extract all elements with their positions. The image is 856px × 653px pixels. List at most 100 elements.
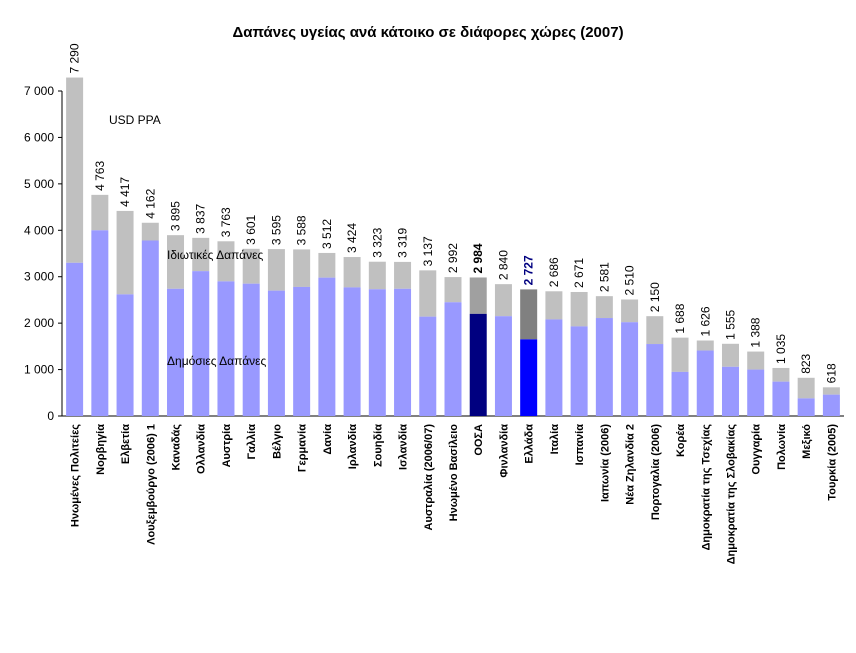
bar-private bbox=[141, 222, 159, 241]
bar-public bbox=[167, 288, 185, 416]
bar-public bbox=[318, 277, 336, 416]
value-label: 3 588 bbox=[295, 215, 309, 245]
bar-public bbox=[293, 286, 311, 416]
unit-label: USD PPA bbox=[109, 113, 161, 127]
bar-public bbox=[444, 302, 462, 416]
bar-public bbox=[772, 381, 790, 416]
bar-private bbox=[293, 249, 311, 287]
private-spending-annotation: Ιδιωτικές Δαπάνες bbox=[167, 248, 263, 262]
bar-public bbox=[696, 350, 714, 416]
bar-public bbox=[494, 316, 512, 416]
value-label: 3 595 bbox=[269, 215, 283, 245]
bar-private bbox=[116, 210, 134, 295]
category-label: Πολωνία bbox=[776, 424, 788, 470]
value-label: 3 323 bbox=[370, 227, 384, 257]
category-labels-group: Ηνωμένες Πολιτείες Νορβηγία Ελβετία Λουξεμβ… bbox=[70, 424, 839, 565]
bar-public bbox=[343, 287, 361, 416]
category-label: Καναδάς bbox=[171, 424, 183, 471]
value-label: 2 840 bbox=[496, 250, 510, 280]
value-label: 7 290 bbox=[68, 43, 82, 73]
bar-private bbox=[192, 237, 210, 272]
category-label: Δανία bbox=[322, 424, 334, 455]
category-label: Τουρκία (2005) bbox=[826, 424, 838, 501]
category-label: Ιρλανδία bbox=[347, 424, 359, 469]
bar-private bbox=[242, 248, 260, 284]
category-label: Μεξικό bbox=[801, 424, 813, 459]
category-label: Πορτογαλία (2006) bbox=[650, 424, 662, 520]
value-labels-group: 7 290 4 763 4 417 4 162 3 895 3 837 3 763 3 601… bbox=[68, 43, 839, 383]
category-label: Σουηδία bbox=[372, 424, 384, 467]
category-label: Ολλανδία bbox=[196, 424, 208, 474]
category-label: Δημοκρατία της Σλοβακίας bbox=[725, 424, 737, 565]
bar-private bbox=[545, 291, 563, 320]
bar-public bbox=[822, 394, 840, 416]
bar-private bbox=[66, 77, 84, 263]
bars-group bbox=[66, 77, 840, 416]
value-label: 3 512 bbox=[320, 219, 334, 249]
bar-private bbox=[494, 284, 512, 317]
category-label: Κορέα bbox=[675, 424, 687, 457]
value-label: 2 510 bbox=[623, 265, 637, 295]
value-label: 1 388 bbox=[749, 317, 763, 347]
y-tick-label: 6 000 bbox=[24, 130, 54, 144]
value-label: 1 035 bbox=[774, 334, 788, 364]
value-label: 3 424 bbox=[345, 223, 359, 253]
y-tick-label: 4 000 bbox=[24, 223, 54, 237]
bar-public bbox=[267, 290, 285, 416]
value-label: 4 417 bbox=[118, 177, 132, 207]
value-label: 3 319 bbox=[396, 228, 410, 258]
bar-private bbox=[621, 299, 639, 323]
value-label: 823 bbox=[799, 353, 813, 373]
bar-private bbox=[721, 343, 739, 367]
bar-private bbox=[520, 289, 538, 340]
category-label: Ελβετία bbox=[120, 424, 132, 464]
bar-private bbox=[167, 235, 185, 289]
value-label: 1 688 bbox=[673, 303, 687, 333]
category-label: Νέα Ζηλανδία 2 bbox=[625, 424, 637, 505]
value-label: 2 727 bbox=[522, 255, 536, 285]
value-label: 2 984 bbox=[471, 243, 485, 273]
value-label: 2 686 bbox=[547, 257, 561, 287]
category-label: Βέλγιο bbox=[271, 424, 283, 459]
bar-public bbox=[469, 313, 487, 416]
value-label: 4 763 bbox=[93, 161, 107, 191]
bar-public bbox=[621, 322, 639, 416]
value-label: 3 137 bbox=[421, 236, 435, 266]
bar-private bbox=[570, 291, 588, 327]
bar-public bbox=[242, 283, 260, 416]
value-label: 1 626 bbox=[698, 306, 712, 336]
y-tick-label: 5 000 bbox=[24, 177, 54, 191]
value-label: 3 837 bbox=[194, 203, 208, 233]
bar-private bbox=[772, 367, 790, 382]
bar-public bbox=[141, 240, 159, 416]
bar-public bbox=[797, 398, 815, 416]
value-label: 3 895 bbox=[169, 201, 183, 231]
bar-public bbox=[747, 369, 765, 416]
bar-private bbox=[318, 252, 336, 278]
bar-private bbox=[343, 257, 361, 288]
value-label: 2 671 bbox=[572, 258, 586, 288]
bar-public bbox=[192, 271, 210, 416]
bar-private bbox=[394, 261, 412, 289]
y-tick-label: 7 000 bbox=[24, 84, 54, 98]
category-label: Φινλανδία bbox=[498, 424, 510, 478]
bar-private bbox=[469, 277, 487, 314]
value-label: 2 992 bbox=[446, 243, 460, 273]
public-spending-annotation: Δημόσιες Δαπάνες bbox=[167, 354, 267, 368]
bar-private bbox=[646, 316, 664, 345]
bar-public bbox=[368, 289, 386, 416]
category-label: Δημοκρατία της Τσεχίας bbox=[700, 424, 712, 551]
bar-public bbox=[116, 294, 134, 416]
value-label: 3 763 bbox=[219, 207, 233, 237]
y-tick-label: 2 000 bbox=[24, 316, 54, 330]
value-label: 1 555 bbox=[723, 309, 737, 339]
y-tick-label: 3 000 bbox=[24, 270, 54, 284]
bar-public bbox=[570, 326, 588, 416]
category-label: Ηνωμένο Βασίλειο bbox=[448, 424, 460, 522]
bar-private bbox=[671, 337, 689, 372]
bar-public bbox=[66, 262, 84, 416]
value-label: 4 162 bbox=[143, 188, 157, 218]
bar-private bbox=[91, 194, 109, 231]
category-label: Νορβηγία bbox=[95, 424, 107, 475]
